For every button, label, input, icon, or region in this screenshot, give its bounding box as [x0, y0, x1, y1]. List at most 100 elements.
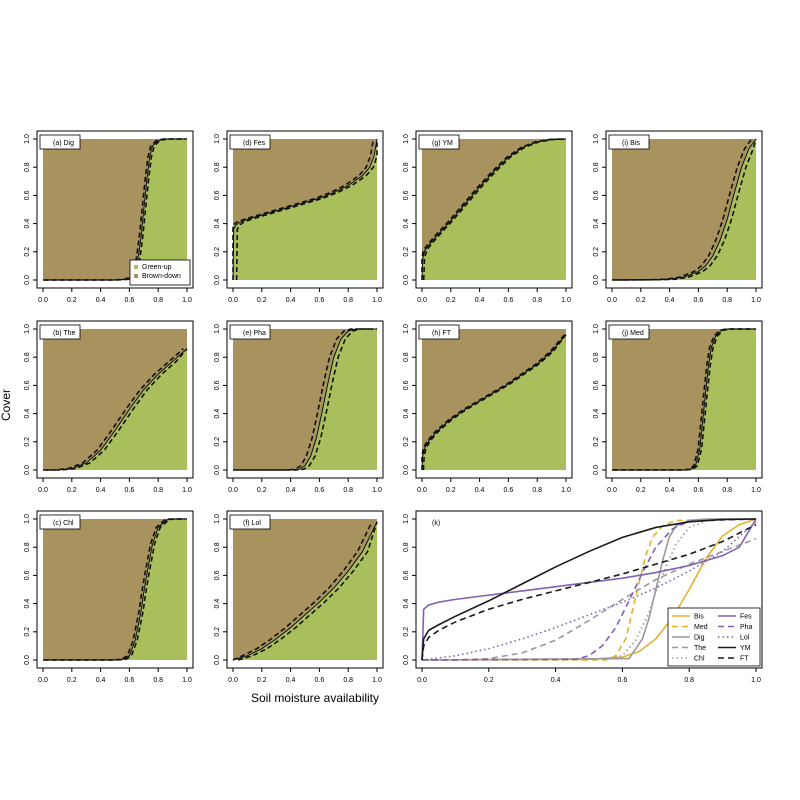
y-tick-label: 0.4 — [24, 599, 31, 609]
panel-label: (g) YM — [432, 140, 453, 147]
y-tick-label: 0.4 — [403, 409, 410, 419]
x-tick-label: 0.8 — [153, 487, 163, 494]
y-tick-label: 0.4 — [403, 219, 410, 229]
panel-label-box — [39, 134, 81, 150]
y-tick-label: 0.6 — [403, 570, 410, 580]
y-tick-label: 0.4 — [214, 409, 221, 419]
legend-swatch — [134, 265, 138, 269]
y-tick-label: 0.6 — [24, 570, 31, 580]
x-tick-label: 0.2 — [67, 487, 77, 494]
ci-lower-line — [46, 348, 188, 471]
green-up-area — [612, 139, 756, 280]
plot-frame — [415, 130, 573, 289]
ci-lower-line — [613, 328, 756, 471]
ci-lower-line — [422, 334, 567, 471]
ci-lower-line — [45, 518, 187, 661]
y-tick-label: 0.6 — [214, 570, 221, 580]
x-tick-label: 0.2 — [446, 487, 456, 494]
green-up-area — [422, 139, 566, 280]
x-tick-label: 0.2 — [484, 677, 494, 684]
ci-upper-line — [421, 138, 565, 280]
legend-label: Fes — [740, 614, 752, 621]
green-up-area — [43, 348, 187, 470]
x-tick-label: 0.0 — [417, 677, 427, 684]
y-tick-label: 0.8 — [403, 352, 410, 362]
panel-label: (h) FT — [432, 330, 452, 337]
x-tick-label: 0.0 — [38, 487, 48, 494]
x-tick-label: 0.0 — [607, 487, 617, 494]
panel-label: (k) — [432, 520, 440, 527]
x-tick-label: 0.0 — [228, 487, 238, 494]
y-tick-label: 0.4 — [593, 219, 600, 229]
y-tick-label: 1.0 — [403, 324, 410, 334]
x-tick-label: 0.8 — [343, 297, 353, 304]
x-tick-label: 0.2 — [636, 297, 646, 304]
x-tick-label: 0.4 — [286, 487, 296, 494]
ci-lower-line — [616, 138, 757, 281]
plot-frame — [36, 130, 194, 289]
y-tick-label: 0.4 — [403, 599, 410, 609]
plot-frame — [415, 510, 763, 669]
x-tick-label: 0.0 — [607, 297, 617, 304]
panel-label-box — [229, 324, 271, 340]
x-tick-label: 1.0 — [182, 677, 192, 684]
y-tick-label: 0.4 — [593, 409, 600, 419]
legend-box — [129, 259, 191, 286]
x-tick-label: 0.6 — [315, 487, 325, 494]
x-tick-label: 0.8 — [532, 487, 542, 494]
y-tick-label: 0.6 — [214, 380, 221, 390]
ci-upper-line — [233, 328, 373, 471]
panel-label: (e) Pha — [243, 330, 266, 337]
y-tick-label: 0.4 — [24, 409, 31, 419]
panel-label-box — [229, 134, 271, 150]
x-tick-label: 0.4 — [286, 677, 296, 684]
ci-upper-line — [421, 334, 566, 470]
y-tick-label: 0.4 — [214, 599, 221, 609]
y-tick-label: 1.0 — [24, 134, 31, 144]
panel-e-pha: 0.0 0.2 0.4 0.6 0.8 1.0 0.0 0.2 0.4 0.6 0.8 1.0 (e) … — [214, 320, 384, 494]
y-tick-label: 0.8 — [593, 162, 600, 172]
legend-label: Med — [694, 624, 708, 631]
x-tick-label: 0.2 — [67, 297, 77, 304]
legend-label: Bis — [694, 614, 704, 621]
panel-a-dig: 0.0 0.2 0.4 0.6 0.8 1.0 0.0 0.2 0.4 0.6 0.8 1.0 (a) … — [24, 130, 194, 304]
plot-frame — [36, 510, 194, 669]
x-tick-label: 0.8 — [153, 677, 163, 684]
ci-lower-line — [235, 139, 378, 281]
y-tick-label: 0.2 — [403, 437, 410, 447]
panel-label-box — [39, 324, 81, 340]
y-tick-label: 0.8 — [403, 162, 410, 172]
fit-line — [233, 328, 377, 471]
y-tick-label: 0.0 — [214, 465, 221, 475]
y-tick-label: 0.8 — [593, 352, 600, 362]
y-tick-label: 0.8 — [403, 542, 410, 552]
y-tick-label: 1.0 — [403, 514, 410, 524]
panel-label: (b) The — [53, 330, 76, 337]
ci-upper-line — [232, 521, 373, 661]
legend-label: The — [694, 645, 706, 652]
x-tick-label: 0.6 — [125, 677, 135, 684]
x-tick-label: 0.2 — [257, 487, 267, 494]
x-tick-label: 0.6 — [618, 677, 628, 684]
x-tick-label: 0.4 — [665, 487, 675, 494]
y-tick-label: 0.8 — [214, 542, 221, 552]
y-tick-label: 0.0 — [403, 655, 410, 665]
x-tick-label: 1.0 — [372, 297, 382, 304]
x-tick-label: 0.0 — [228, 297, 238, 304]
plot-frame — [605, 320, 763, 479]
panel-label-box — [39, 514, 81, 530]
panel-label: (a) Dig — [53, 140, 74, 147]
panel-d-fes: 0.0 0.2 0.4 0.6 0.8 1.0 0.0 0.2 0.4 0.6 0.8 1.0 (d) … — [214, 130, 384, 304]
x-tick-label: 0.8 — [722, 487, 732, 494]
legend-label: Chl — [694, 656, 705, 663]
panel-label: (i) Bis — [622, 140, 640, 147]
x-axis-title: Soil moisture availability — [251, 691, 379, 705]
y-tick-label: 0.8 — [24, 352, 31, 362]
ci-upper-line — [232, 138, 375, 280]
x-tick-label: 0.0 — [228, 677, 238, 684]
y-tick-label: 0.2 — [593, 247, 600, 257]
x-tick-label: 1.0 — [372, 487, 382, 494]
green-up-area — [612, 329, 756, 470]
x-tick-label: 1.0 — [182, 297, 192, 304]
